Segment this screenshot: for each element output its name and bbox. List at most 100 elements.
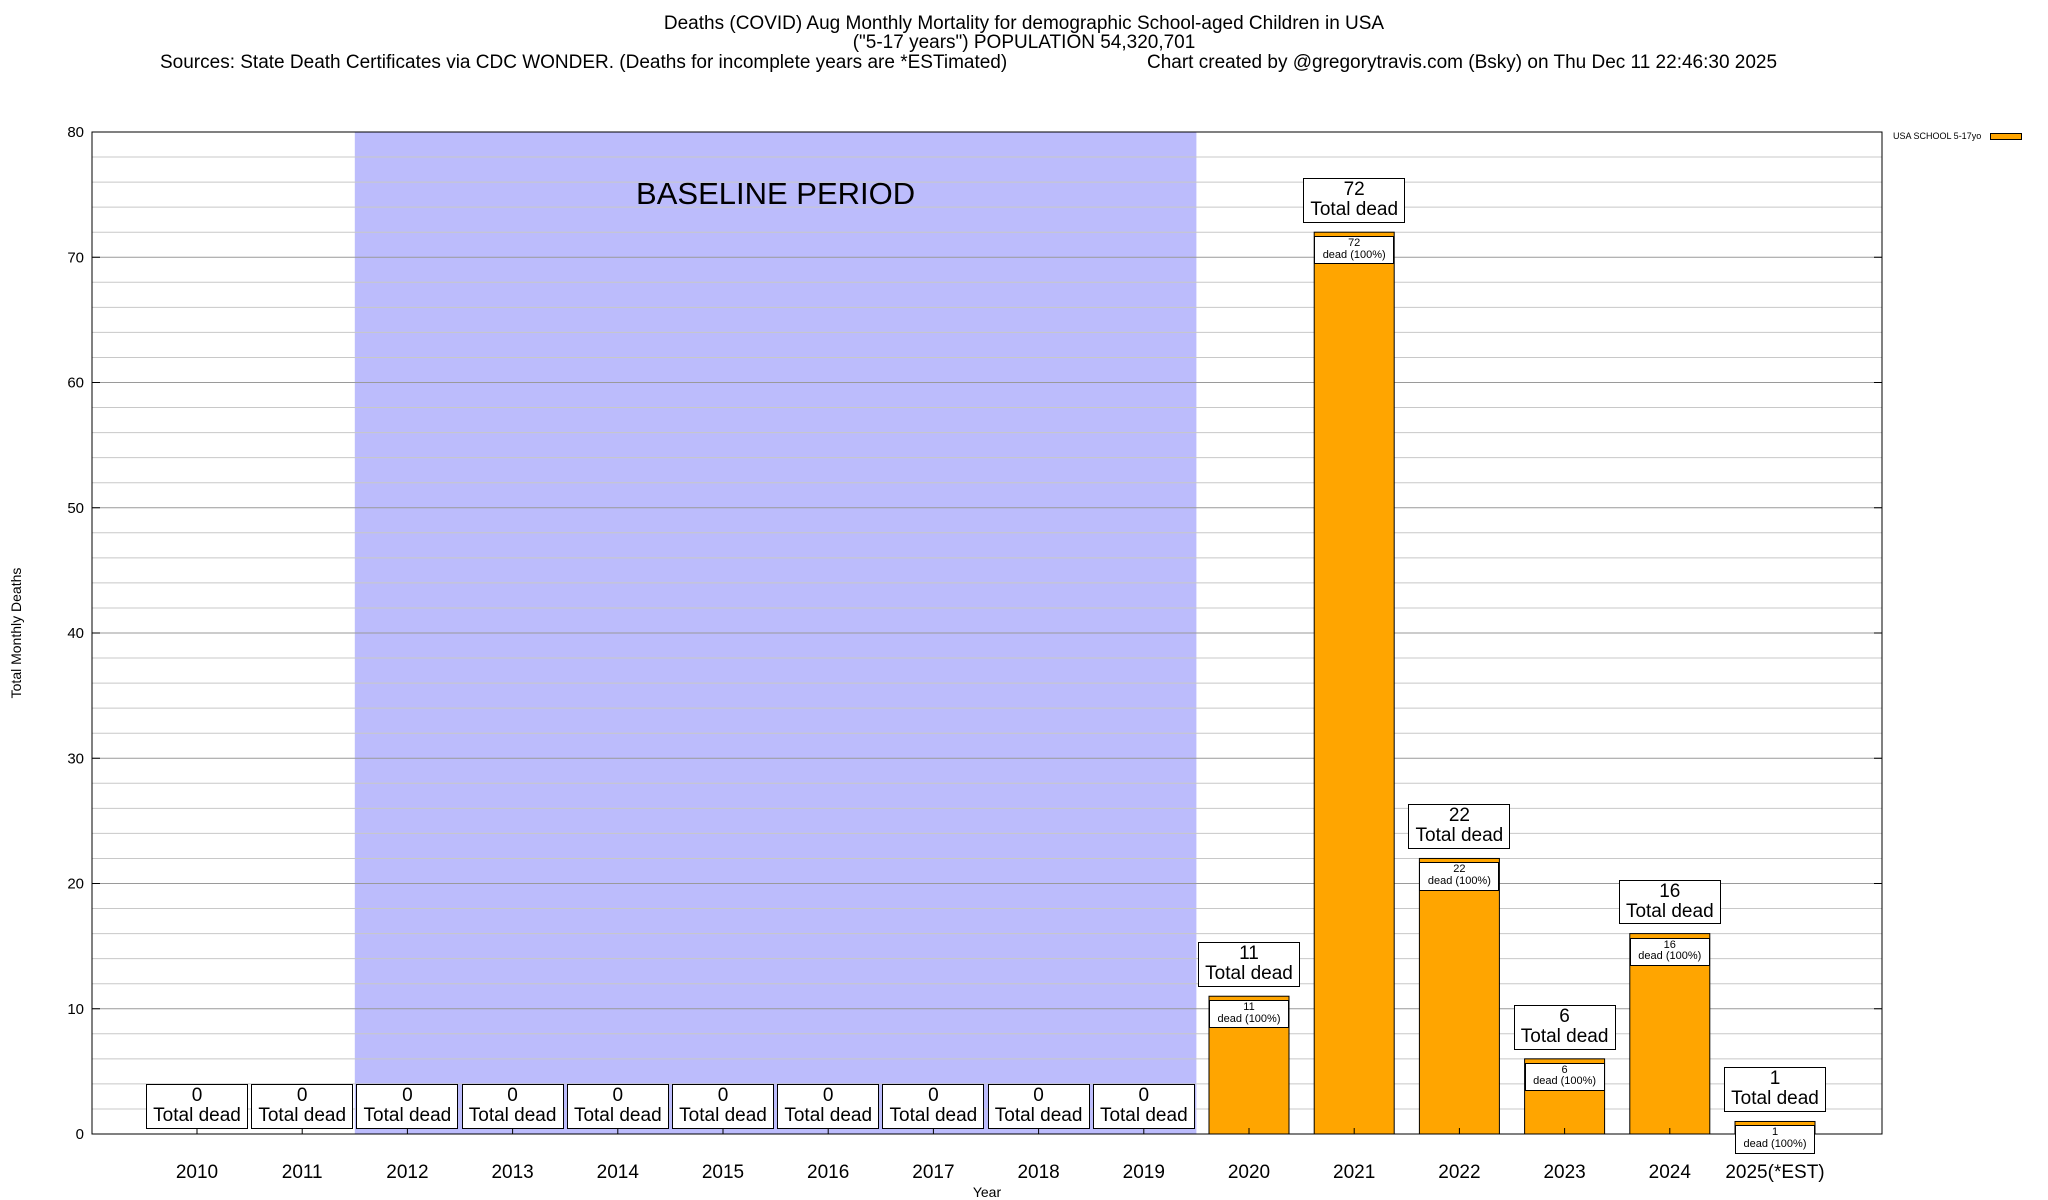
x-tick-label: 2024 bbox=[1649, 1162, 1692, 1183]
y-tick-label: 0 bbox=[76, 1126, 84, 1143]
total-label-box-2013: 0 Total dead bbox=[461, 1084, 564, 1129]
x-tick-label: 2023 bbox=[1543, 1162, 1585, 1183]
total-label-text: Total dead bbox=[679, 1104, 767, 1126]
chart-title-line-1: Deaths (COVID) Aug Monthly Mortality for… bbox=[663, 13, 1385, 34]
inner-label-text: dead (100%) bbox=[1427, 874, 1491, 887]
total-label-value: 0 bbox=[191, 1085, 203, 1106]
total-label-text: Total dead bbox=[994, 1104, 1083, 1126]
total-label-value: 0 bbox=[402, 1085, 413, 1106]
total-label-value: 0 bbox=[296, 1085, 308, 1106]
x-tick-label: 2020 bbox=[1228, 1162, 1270, 1183]
legend: USA SCHOOL 5-17yo bbox=[1893, 131, 2022, 141]
y-tick-label: 60 bbox=[67, 375, 84, 392]
x-tick-label: 2025(*EST) bbox=[1725, 1162, 1824, 1183]
total-label-box-2025(*EST): 1 Total dead bbox=[1724, 1067, 1826, 1113]
total-label-text: Total dead bbox=[1625, 900, 1714, 922]
inner-label-box-2020: 11 dead (100%) bbox=[1209, 1000, 1289, 1029]
y-axis-title: Total Monthly Deaths bbox=[8, 568, 24, 699]
inner-label-text: dead (100%) bbox=[1638, 950, 1702, 963]
total-label-value: 16 bbox=[1659, 880, 1681, 902]
total-label-box-2017: 0 Total dead bbox=[882, 1084, 985, 1129]
total-label-value: 72 bbox=[1343, 179, 1365, 201]
bar-2022 bbox=[1418, 857, 1500, 1135]
total-label-value: 0 bbox=[717, 1085, 729, 1106]
x-tick-label: 2021 bbox=[1333, 1162, 1375, 1183]
x-tick-label: 2012 bbox=[386, 1162, 428, 1183]
inner-label-box-2021: 72 dead (100%) bbox=[1314, 236, 1395, 265]
total-label-box-2010: 0 Total dead bbox=[146, 1084, 248, 1129]
inner-label-box-2023: 6 dead (100%) bbox=[1524, 1062, 1605, 1091]
y-tick-label: 30 bbox=[67, 750, 84, 767]
total-label-box-2016: 0 Total dead bbox=[777, 1084, 880, 1129]
total-label-box-2022: 22 Total dead bbox=[1408, 804, 1511, 850]
total-label-value: 0 bbox=[1033, 1085, 1044, 1106]
inner-label-value: 6 bbox=[1561, 1063, 1568, 1076]
x-tick-label: 2018 bbox=[1017, 1162, 1059, 1183]
total-label-text: Total dead bbox=[468, 1104, 557, 1126]
y-tick-label: 70 bbox=[67, 249, 84, 266]
total-label-text: Total dead bbox=[153, 1104, 241, 1126]
total-label-box-2018: 0 Total dead bbox=[987, 1084, 1090, 1129]
total-label-value: 6 bbox=[1559, 1005, 1570, 1027]
baseline-label: BASELINE PERIOD bbox=[636, 176, 915, 211]
y-tick-label: 80 bbox=[67, 124, 84, 141]
total-label-text: Total dead bbox=[1310, 199, 1399, 221]
chart-credit: Chart created by @gregorytravis.com (Bsk… bbox=[1147, 52, 1778, 73]
total-label-box-2012: 0 Total dead bbox=[356, 1084, 459, 1129]
inner-label-text: dead (100%) bbox=[1217, 1012, 1281, 1025]
total-label-value: 22 bbox=[1448, 805, 1470, 827]
inner-label-box-2025(*EST): 1 dead (100%) bbox=[1735, 1125, 1815, 1154]
y-tick-label: 40 bbox=[67, 625, 84, 642]
x-tick-label: 2017 bbox=[912, 1162, 954, 1183]
total-label-box-2021: 72 Total dead bbox=[1303, 178, 1406, 224]
total-label-value: 0 bbox=[507, 1085, 518, 1106]
y-tick-label: 20 bbox=[67, 876, 84, 893]
x-tick-label: 2011 bbox=[282, 1162, 323, 1183]
total-label-box-2015: 0 Total dead bbox=[672, 1084, 774, 1129]
total-label-value: 1 bbox=[1769, 1068, 1781, 1090]
x-tick-label: 2022 bbox=[1438, 1162, 1480, 1183]
legend-label: USA SCHOOL 5-17yo bbox=[1893, 131, 1982, 141]
inner-label-box-2024: 16 dead (100%) bbox=[1629, 937, 1710, 966]
inner-label-text: dead (100%) bbox=[1743, 1138, 1807, 1151]
total-label-value: 0 bbox=[612, 1085, 624, 1106]
total-label-text: Total dead bbox=[889, 1104, 978, 1126]
total-label-box-2014: 0 Total dead bbox=[566, 1084, 669, 1129]
bar-2021 bbox=[1313, 231, 1395, 1135]
chart-title-line-2: ("5-17 years") POPULATION 54,320,701 bbox=[852, 32, 1196, 53]
total-label-text: Total dead bbox=[1205, 963, 1293, 985]
total-label-value: 11 bbox=[1239, 943, 1259, 965]
x-axis-title: Year bbox=[973, 1184, 1002, 1200]
total-label-text: Total dead bbox=[258, 1104, 347, 1126]
x-tick-label: 2010 bbox=[176, 1162, 218, 1183]
inner-label-value: 1 bbox=[1771, 1126, 1779, 1139]
x-tick-label: 2016 bbox=[807, 1162, 849, 1183]
inner-label-box-2022: 22 dead (100%) bbox=[1419, 862, 1500, 891]
total-label-text: Total dead bbox=[784, 1104, 873, 1126]
inner-label-value: 72 bbox=[1348, 237, 1361, 250]
total-label-text: Total dead bbox=[1415, 825, 1504, 847]
total-label-box-2023: 6 Total dead bbox=[1513, 1004, 1616, 1050]
total-label-value: 0 bbox=[822, 1085, 834, 1106]
inner-label-value: 16 bbox=[1663, 938, 1676, 951]
total-label-text: Total dead bbox=[573, 1104, 662, 1126]
total-label-value: 0 bbox=[1138, 1085, 1150, 1106]
x-tick-label: 2015 bbox=[702, 1162, 744, 1183]
total-label-box-2020: 11 Total dead bbox=[1198, 942, 1300, 988]
legend-swatch bbox=[1989, 133, 2022, 141]
y-tick-label: 50 bbox=[67, 500, 84, 517]
total-label-text: Total dead bbox=[363, 1104, 452, 1126]
total-label-value: 0 bbox=[928, 1085, 939, 1106]
total-label-box-2019: 0 Total dead bbox=[1092, 1084, 1195, 1129]
total-label-text: Total dead bbox=[1520, 1025, 1609, 1047]
total-label-box-2011: 0 Total dead bbox=[251, 1084, 354, 1129]
x-tick-label: 2014 bbox=[597, 1162, 640, 1183]
total-label-box-2024: 16 Total dead bbox=[1618, 879, 1721, 925]
x-tick-label: 2013 bbox=[491, 1162, 533, 1183]
y-tick-label: 10 bbox=[67, 1001, 84, 1018]
total-label-text: Total dead bbox=[1731, 1088, 1819, 1110]
inner-label-text: dead (100%) bbox=[1533, 1075, 1597, 1088]
x-tick-label: 2019 bbox=[1123, 1162, 1165, 1183]
